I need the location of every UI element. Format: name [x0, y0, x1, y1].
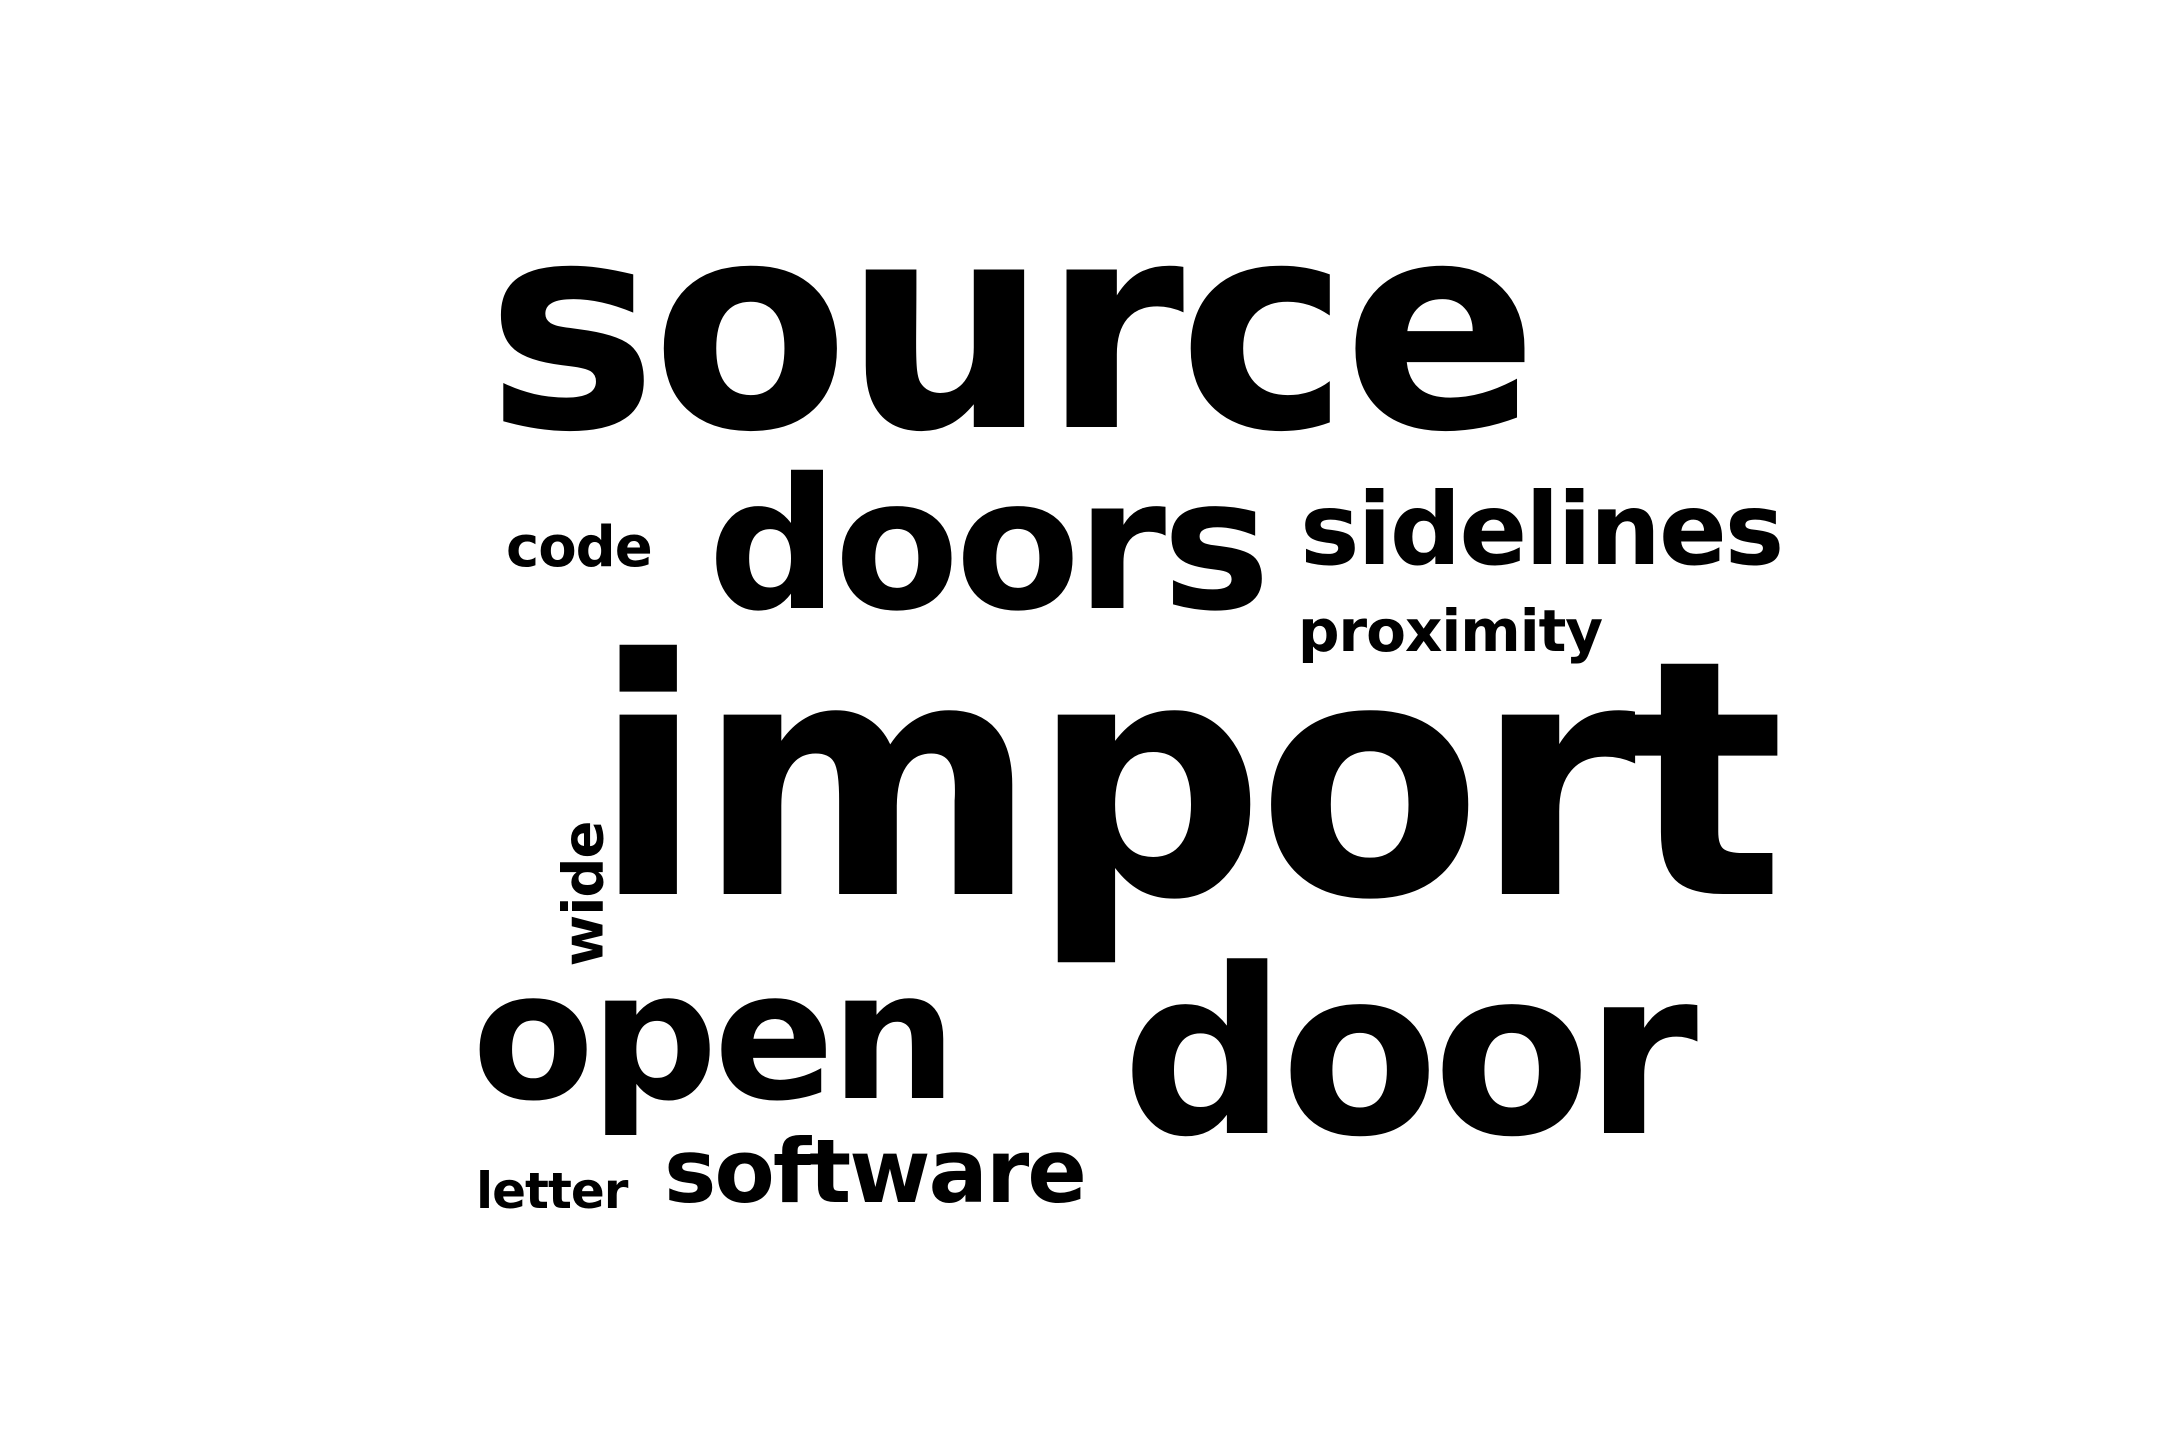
word-source: source	[486, 160, 1538, 495]
word-proximity: proximity	[1298, 597, 1603, 665]
word-import: import	[592, 591, 1785, 972]
word-door: door	[1122, 921, 1698, 1188]
word-software: software	[664, 1120, 1087, 1223]
word-code: code	[506, 515, 653, 580]
word-sidelines: sidelines	[1300, 471, 1784, 588]
word-doors: doors	[708, 439, 1270, 651]
word-letter: letter	[476, 1162, 628, 1220]
word-open: open	[472, 933, 957, 1140]
